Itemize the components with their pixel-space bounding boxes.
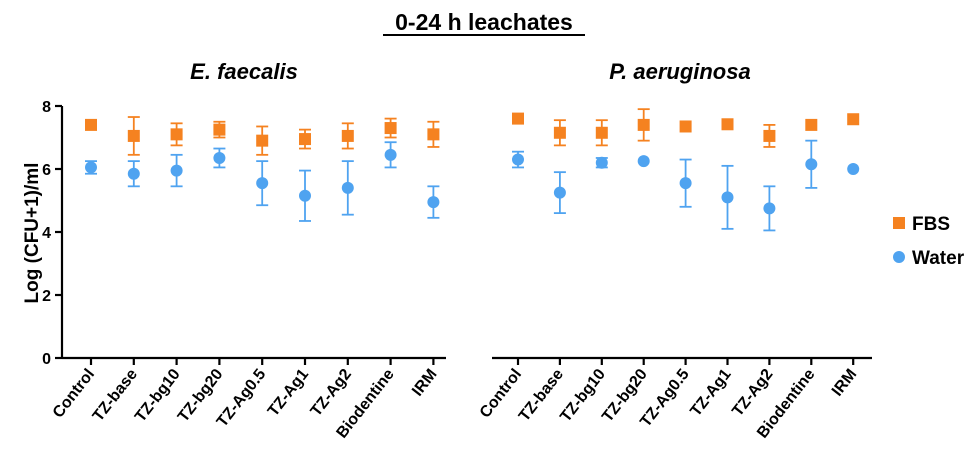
legend-marker-circle (893, 251, 905, 263)
data-point-square (427, 128, 440, 141)
data-point-square (213, 123, 226, 136)
y-tick-label: 4 (42, 225, 51, 242)
legend-marker-square (893, 217, 905, 229)
x-tick-label: IRM (409, 366, 440, 400)
y-axis-label: Log (CFU+1)/ml (22, 163, 43, 304)
data-point-square (637, 118, 650, 131)
data-point-circle (341, 181, 354, 194)
y-tick-label: 8 (42, 99, 51, 116)
series-water (85, 141, 440, 222)
y-tick-label: 6 (42, 162, 51, 179)
data-point-circle (256, 177, 269, 190)
data-point-square (341, 129, 354, 142)
legend: FBS Water (893, 214, 965, 269)
data-point-circle (170, 164, 183, 177)
data-point-circle (805, 158, 818, 171)
data-point-circle (427, 196, 440, 209)
panel-title-e-faecalis: E. faecalis (190, 59, 298, 84)
data-point-circle (213, 151, 226, 164)
data-point-square (763, 129, 776, 142)
plot-area: 0 2 4 6 8 ControlTZ-baseTZ-bg10TZ-bg20TZ-Ag0.… (42, 99, 872, 442)
y-tick-label: 0 (42, 351, 51, 368)
data-point-square (679, 120, 692, 133)
data-point-square (512, 112, 524, 125)
x-tick-label: TZ-Ag1 (265, 366, 312, 420)
data-point-circle (637, 155, 650, 168)
series-fbs (85, 116, 440, 156)
data-point-circle (85, 161, 97, 174)
data-point-square (847, 113, 860, 126)
data-point-circle (127, 167, 140, 180)
panel-title-p-aeruginosa: P. aeruginosa (609, 59, 750, 84)
data-point-circle (763, 202, 776, 215)
data-point-circle (512, 153, 524, 166)
x-tick-label: IRM (829, 366, 860, 400)
data-point-circle (299, 189, 311, 202)
data-point-square (256, 134, 269, 147)
data-point-circle (847, 163, 860, 175)
data-point-square (595, 126, 608, 139)
data-point-square (805, 118, 818, 131)
data-point-circle (595, 156, 608, 169)
main-title-group: 0-24 h leachates (383, 9, 585, 36)
data-point-square (170, 128, 183, 141)
y-tick-label: 2 (42, 288, 51, 305)
legend-label: FBS (912, 214, 950, 235)
data-point-circle (721, 191, 734, 204)
data-point-square (384, 122, 397, 135)
data-point-square (127, 129, 140, 142)
data-point-square (299, 133, 311, 146)
x-tick-label: TZ-Ag1 (687, 366, 734, 420)
legend-item-water: Water (893, 248, 965, 269)
data-point-square (553, 126, 566, 139)
series-fbs (512, 108, 860, 148)
panel-1: 02468ControlTZ-baseTZ-bg10TZ-bg20TZ-Ag0.… (42, 99, 446, 442)
data-point-square (721, 118, 734, 131)
legend-label: Water (912, 248, 965, 269)
data-point-square (85, 118, 97, 131)
data-point-circle (553, 186, 566, 199)
data-point-circle (679, 177, 692, 190)
chart-title: 0-24 h leachates (395, 9, 573, 35)
data-point-circle (384, 148, 397, 161)
panel-2: ControlTZ-baseTZ-bg10TZ-bg20TZ-Ag0.5TZ-A… (477, 108, 872, 442)
legend-item-fbs: FBS (893, 214, 950, 235)
series-water (512, 139, 860, 232)
